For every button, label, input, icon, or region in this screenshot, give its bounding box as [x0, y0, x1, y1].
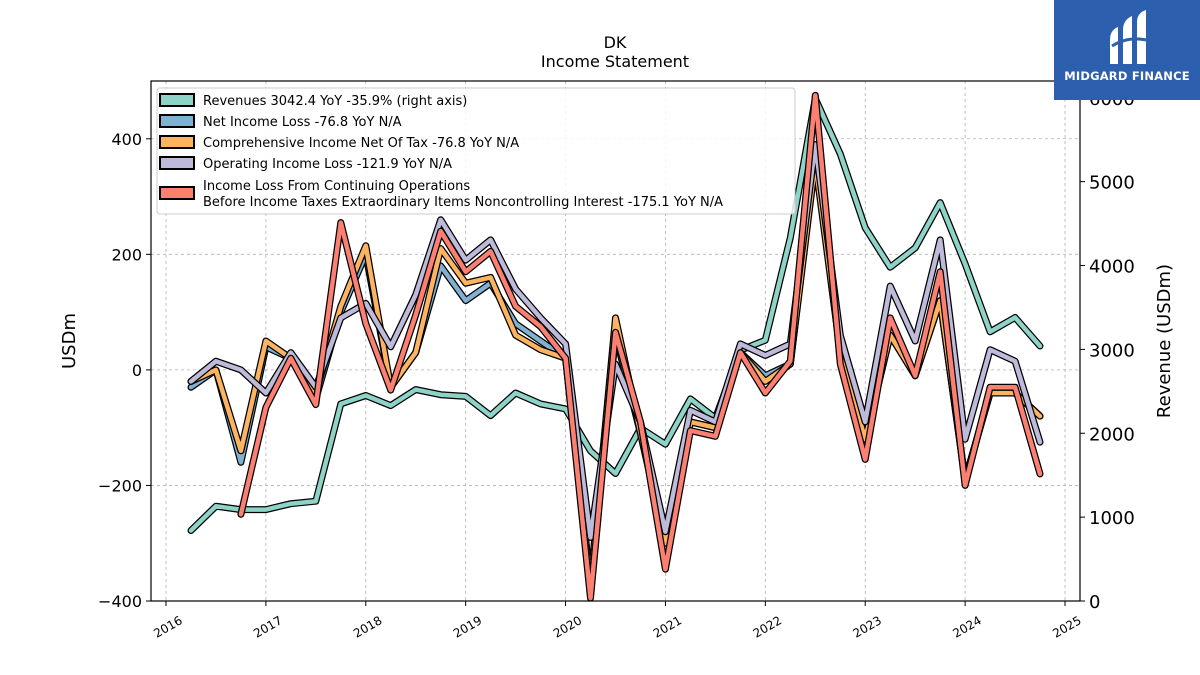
x-tick-label: 2019	[451, 613, 484, 640]
plot-frame	[150, 80, 1081, 602]
chart-title: DK	[604, 33, 627, 52]
series-income-loss-from-continuing-operations-before-income-taxes-extraordinary-items-noncontrolling-interest	[237, 91, 1044, 602]
right-tick-label: 2000	[1089, 424, 1135, 445]
legend-swatch	[159, 93, 195, 107]
left-tick-label: 400	[111, 130, 142, 149]
right-axis-label: Revenue (USDm)	[1154, 264, 1175, 418]
right-tick-label: 0	[1089, 592, 1100, 613]
legend-label: Operating Income Loss -121.9 YoY N/A	[203, 157, 452, 172]
x-tick-label: 2024	[950, 613, 983, 640]
x-tick-label: 2017	[251, 613, 284, 640]
right-tick-label: 1000	[1089, 508, 1135, 529]
x-tick-label: 2022	[751, 613, 784, 640]
legend-swatch	[159, 186, 195, 200]
left-tick-label: 0	[132, 361, 142, 380]
legend-label: Revenues 3042.4 YoY -35.9% (right axis)	[203, 94, 467, 109]
brand-name: MIDGARD FINANCE	[1064, 69, 1190, 83]
x-tick-label: 2021	[651, 613, 684, 640]
right-tick-label: 5000	[1089, 173, 1135, 194]
series-lines	[187, 91, 1044, 602]
left-axis-label: USDm	[59, 313, 80, 369]
x-tick-label: 2023	[851, 613, 884, 640]
series-line	[238, 93, 1043, 601]
legend: Revenues 3042.4 YoY -35.9% (right axis) N…	[156, 87, 796, 215]
brand-logo: MIDGARD FINANCE	[1054, 0, 1200, 100]
series-line	[188, 96, 1043, 533]
x-tick-label: 2016	[151, 613, 184, 640]
x-tick-label: 2018	[351, 613, 384, 640]
right-tick-label: 4000	[1089, 257, 1135, 278]
legend-swatch	[159, 114, 195, 128]
left-tick-label: −200	[98, 476, 142, 495]
left-tick-label: −400	[98, 592, 142, 611]
legend-label: Before Income Taxes Extraordinary Items …	[203, 195, 723, 210]
legend-label: Income Loss From Continuing Operations	[203, 179, 470, 194]
legend-label: Comprehensive Income Net Of Tax -76.8 Yo…	[203, 136, 519, 151]
chart-subtitle: Income Statement	[541, 52, 689, 71]
x-tick-label: 2025	[1050, 613, 1083, 640]
right-tick-label: 3000	[1089, 340, 1135, 361]
legend-label: Net Income Loss -76.8 YoY N/A	[203, 115, 402, 130]
legend-swatch	[159, 135, 195, 149]
logo-mark-icon	[1110, 10, 1147, 64]
series-revenues	[187, 95, 1044, 534]
x-tick-label: 2020	[551, 613, 584, 640]
axes: −400−20002004000100020003000400050006000…	[98, 89, 1135, 641]
legend-swatch	[159, 156, 195, 170]
left-tick-label: 200	[111, 245, 142, 264]
legend-frame	[156, 87, 796, 215]
